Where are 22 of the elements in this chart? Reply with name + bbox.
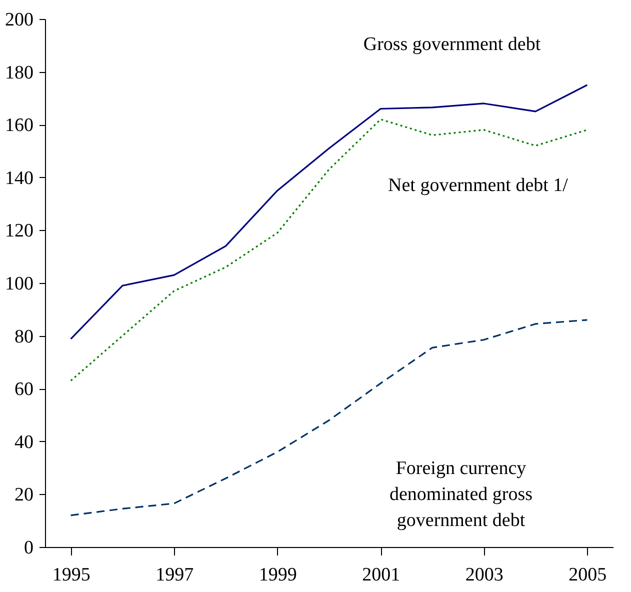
y-tick-label: 140 [5,168,34,189]
annotation: Net government debt 1/ [388,175,569,196]
y-tick-label: 100 [5,274,34,294]
x-tick-label: 2005 [568,564,607,586]
x-tick-label: 2003 [465,564,504,586]
y-tick-label: 0 [24,538,34,558]
line-series [70,84,588,340]
y-tick-label: 80 [14,326,34,348]
annotation: Foreign currency denominated gross government debt [389,458,533,531]
y-tick-label: 40 [14,432,34,453]
y-tick-label: 120 [5,220,34,242]
x-tick-label: 1997 [156,564,194,586]
x-tick-label: 2001 [362,564,400,586]
annotation: Gross government debt [363,34,542,55]
y-tick-label: 20 [14,484,34,506]
y-tick-label: 200 [5,10,34,30]
y-tick-label: 160 [5,115,34,136]
line-series [70,118,588,382]
y-tick-label: 60 [14,379,34,400]
x-tick-label: 1999 [258,564,297,586]
x-tick-label: 1995 [52,564,90,586]
y-tick-label: 180 [5,62,34,84]
